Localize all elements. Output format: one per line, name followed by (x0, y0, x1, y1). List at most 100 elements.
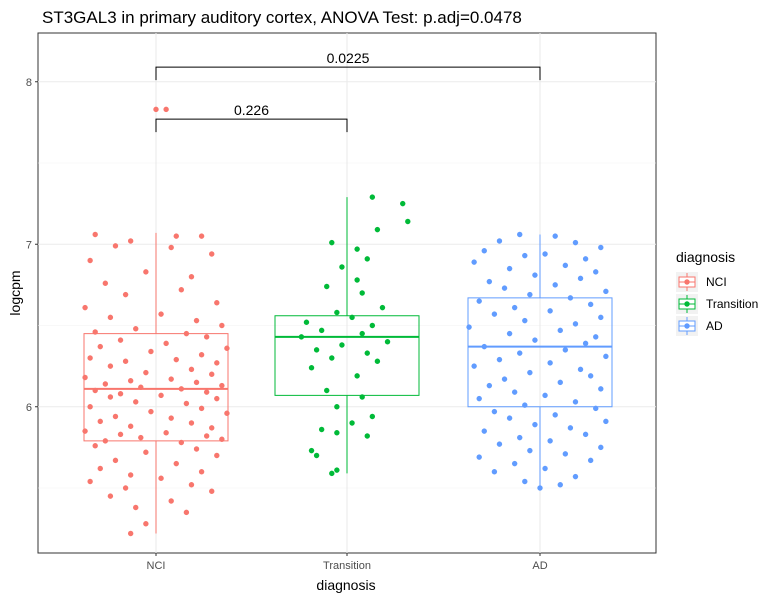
data-point (496, 441, 503, 447)
data-point (491, 311, 498, 317)
data-point (577, 275, 584, 282)
significance-annotations: 0.226 0.0225 (155, 50, 541, 133)
data-point (572, 239, 579, 246)
data-point (158, 311, 164, 317)
data-point (562, 262, 569, 269)
data-point (313, 452, 320, 459)
data-point (587, 301, 594, 308)
data-point (214, 300, 220, 306)
data-point (82, 304, 88, 311)
y-tick-label: 6 (26, 402, 32, 414)
data-point (374, 226, 381, 233)
data-point (522, 478, 528, 485)
data-point (133, 504, 139, 511)
data-point (308, 365, 315, 371)
data-point (87, 404, 93, 410)
data-point (339, 342, 345, 348)
box-nci (83, 232, 229, 534)
data-point (318, 426, 325, 433)
data-point (501, 285, 508, 291)
data-point (102, 438, 109, 444)
data-point (122, 485, 129, 491)
data-point (198, 405, 205, 412)
legend-key-point (684, 323, 690, 329)
data-point (127, 378, 134, 384)
data-point (158, 392, 164, 399)
data-point (209, 488, 215, 494)
data-point (209, 371, 215, 377)
data-point (511, 389, 518, 395)
data-point (547, 438, 553, 444)
data-point (188, 420, 195, 426)
data-point (193, 317, 200, 324)
data-point (354, 277, 360, 283)
data-point (112, 457, 119, 464)
data-point (107, 493, 114, 499)
data-point (107, 363, 114, 369)
x-tick-label: AD (532, 560, 547, 572)
plot-panel: 0.226 0.0225 (37, 32, 657, 554)
legend-item-nci: NCI (676, 272, 727, 292)
data-point (214, 360, 220, 366)
data-point (567, 295, 574, 301)
bracket-line (155, 118, 348, 133)
data-point (603, 288, 609, 295)
data-point (219, 322, 225, 329)
data-point (506, 265, 513, 272)
data-point (178, 287, 185, 293)
data-point (537, 485, 543, 491)
x-axis: NCI Transition AD (147, 553, 548, 572)
box-iqr (274, 315, 420, 396)
data-point (117, 391, 124, 397)
box-ad (467, 234, 613, 488)
bracket-line (155, 66, 541, 81)
data-point (143, 449, 149, 455)
data-point (127, 238, 134, 244)
data-point (364, 433, 370, 439)
data-point (527, 369, 533, 376)
data-point (127, 530, 134, 537)
data-point (476, 298, 482, 304)
data-point (491, 469, 498, 475)
data-point (466, 324, 472, 330)
data-point (158, 475, 164, 481)
data-point (203, 389, 210, 395)
data-point (532, 272, 538, 278)
data-point (476, 454, 482, 460)
data-point (203, 334, 210, 340)
data-point (209, 425, 215, 431)
data-point (369, 322, 376, 329)
data-point (522, 402, 528, 408)
data-point (496, 356, 503, 363)
data-point (369, 413, 376, 420)
data-point (112, 243, 119, 249)
data-point (486, 278, 493, 285)
data-point (183, 400, 190, 407)
data-point (542, 392, 548, 399)
data-point (384, 339, 391, 345)
data-point (219, 436, 225, 442)
data-point (582, 256, 589, 262)
data-point (522, 317, 528, 324)
data-point (334, 404, 340, 410)
data-point (163, 430, 169, 436)
data-point (313, 347, 320, 353)
data-point (183, 330, 190, 337)
x-tick-label: NCI (147, 560, 166, 572)
data-point (471, 259, 477, 265)
x-tick-label: Transition (323, 560, 371, 572)
data-point (188, 482, 195, 488)
data-point (133, 326, 139, 332)
data-point (557, 482, 563, 488)
data-point (481, 248, 487, 254)
data-point (506, 330, 513, 337)
data-point (587, 373, 594, 379)
data-point (178, 439, 185, 446)
data-point (557, 379, 563, 386)
data-point (148, 348, 154, 355)
data-point (364, 256, 370, 262)
data-point (405, 218, 411, 225)
p-value-label: 0.226 (234, 102, 269, 118)
data-point (354, 246, 360, 252)
